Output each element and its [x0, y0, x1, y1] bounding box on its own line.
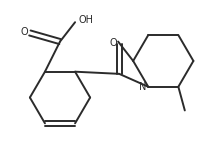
Text: O: O — [21, 27, 28, 37]
Text: N: N — [138, 82, 146, 92]
Text: O: O — [109, 38, 117, 48]
Text: OH: OH — [78, 15, 93, 25]
